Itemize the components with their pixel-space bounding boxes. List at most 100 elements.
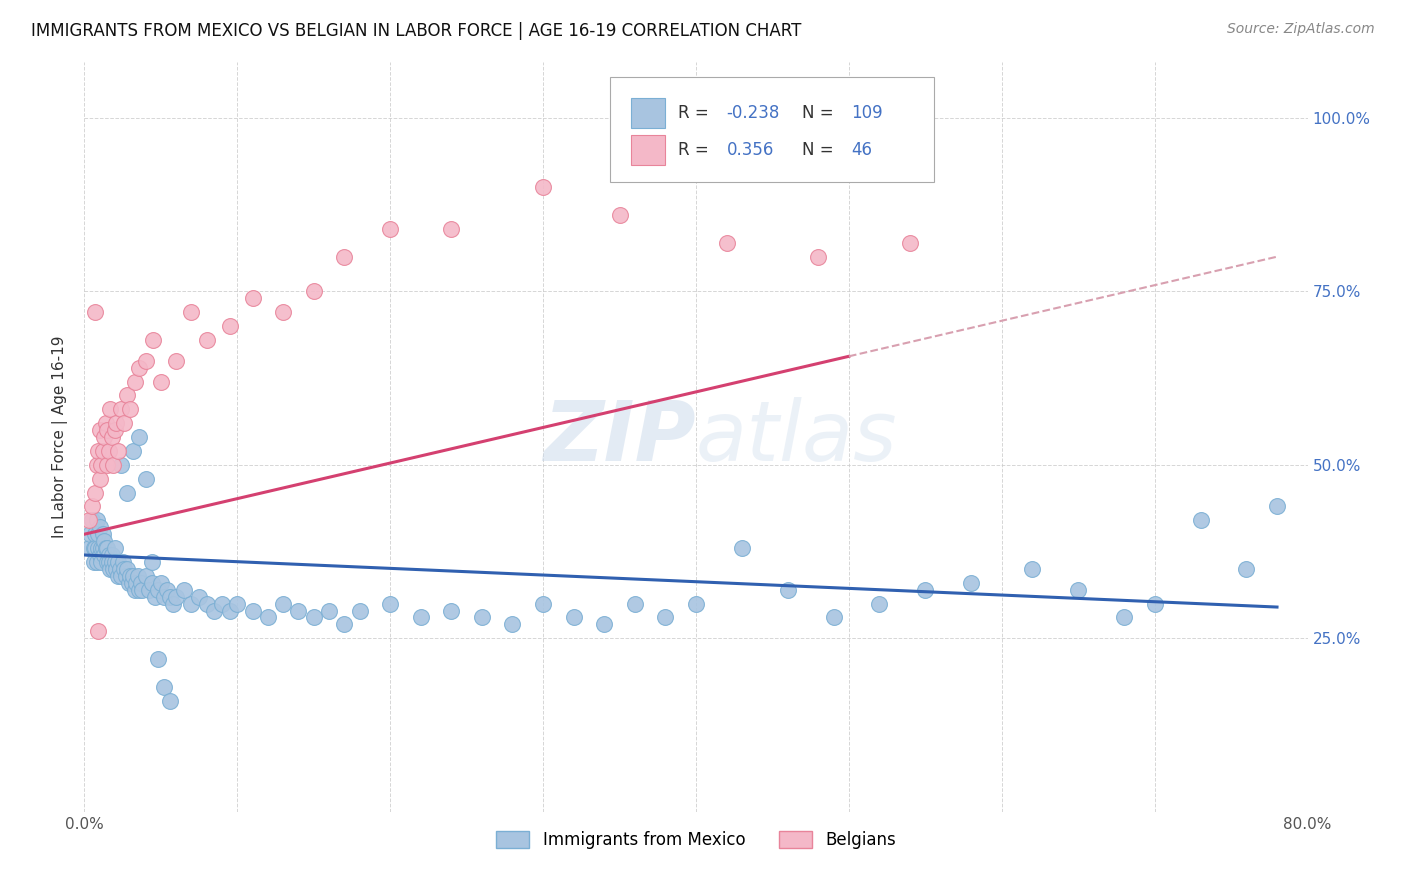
Point: [121, 575, 143, 590]
Point: [180, 305, 202, 319]
Point: [776, 582, 799, 597]
Point: [83, 555, 105, 569]
Point: [146, 652, 169, 666]
Point: [96, 423, 118, 437]
Point: [91, 444, 114, 458]
Text: ZIP: ZIP: [543, 397, 696, 477]
Point: [96, 555, 118, 569]
Point: [101, 430, 124, 444]
Point: [110, 402, 132, 417]
Point: [471, 610, 494, 624]
Point: [271, 597, 294, 611]
Point: [84, 527, 107, 541]
Point: [128, 430, 150, 444]
Point: [302, 610, 325, 624]
Point: [165, 590, 187, 604]
Point: [287, 603, 309, 617]
Point: [141, 575, 163, 590]
Point: [96, 458, 118, 472]
Point: [105, 562, 128, 576]
Point: [93, 430, 115, 444]
Point: [104, 555, 127, 569]
Point: [153, 680, 176, 694]
Point: [90, 541, 112, 555]
Point: [135, 353, 157, 368]
Point: [83, 541, 105, 555]
Point: [125, 575, 148, 590]
Text: 0.356: 0.356: [727, 141, 773, 159]
Point: [89, 472, 111, 486]
Point: [103, 562, 125, 576]
Point: [218, 603, 240, 617]
Point: [242, 291, 264, 305]
Point: [716, 235, 738, 250]
Point: [1189, 513, 1212, 527]
Point: [77, 541, 100, 555]
Point: [149, 575, 172, 590]
Point: [115, 388, 138, 402]
Point: [165, 353, 187, 368]
Point: [84, 305, 107, 319]
Point: [90, 555, 112, 569]
Point: [149, 375, 172, 389]
Point: [242, 603, 264, 617]
Point: [112, 416, 135, 430]
Point: [823, 610, 845, 624]
Point: [1265, 500, 1288, 514]
Point: [93, 534, 115, 549]
Point: [271, 305, 294, 319]
Point: [93, 548, 115, 562]
Point: [202, 603, 225, 617]
Point: [110, 569, 132, 583]
Point: [112, 562, 135, 576]
Point: [103, 458, 125, 472]
Point: [87, 541, 110, 555]
Point: [105, 416, 128, 430]
Point: [349, 603, 371, 617]
Point: [120, 402, 142, 417]
Point: [79, 527, 101, 541]
Point: [593, 617, 616, 632]
FancyBboxPatch shape: [610, 78, 935, 182]
Point: [188, 590, 211, 604]
Point: [609, 208, 631, 222]
Point: [97, 555, 120, 569]
Point: [86, 555, 108, 569]
Point: [115, 485, 138, 500]
Point: [654, 610, 676, 624]
Point: [107, 555, 129, 569]
Point: [107, 444, 129, 458]
Point: [333, 617, 356, 632]
Point: [101, 548, 124, 562]
Point: [96, 541, 118, 555]
Point: [124, 375, 146, 389]
Point: [318, 603, 340, 617]
Point: [159, 590, 181, 604]
Point: [156, 582, 179, 597]
Point: [1114, 610, 1136, 624]
Point: [146, 582, 169, 597]
Text: Source: ZipAtlas.com: Source: ZipAtlas.com: [1227, 22, 1375, 37]
Point: [211, 597, 233, 611]
Point: [142, 333, 165, 347]
Point: [87, 624, 110, 639]
Point: [80, 500, 103, 514]
Point: [162, 597, 184, 611]
Point: [1143, 597, 1166, 611]
Text: 46: 46: [851, 141, 872, 159]
Point: [138, 582, 160, 597]
Point: [226, 597, 249, 611]
Point: [108, 562, 131, 576]
Y-axis label: In Labor Force | Age 16-19: In Labor Force | Age 16-19: [52, 335, 69, 539]
Point: [685, 597, 707, 611]
Point: [98, 402, 121, 417]
Text: 109: 109: [851, 103, 883, 121]
FancyBboxPatch shape: [631, 135, 665, 165]
Point: [77, 513, 100, 527]
Text: N =: N =: [803, 141, 834, 159]
Point: [89, 548, 111, 562]
Point: [122, 569, 145, 583]
Point: [380, 222, 402, 236]
FancyBboxPatch shape: [631, 97, 665, 128]
Point: [91, 541, 114, 555]
